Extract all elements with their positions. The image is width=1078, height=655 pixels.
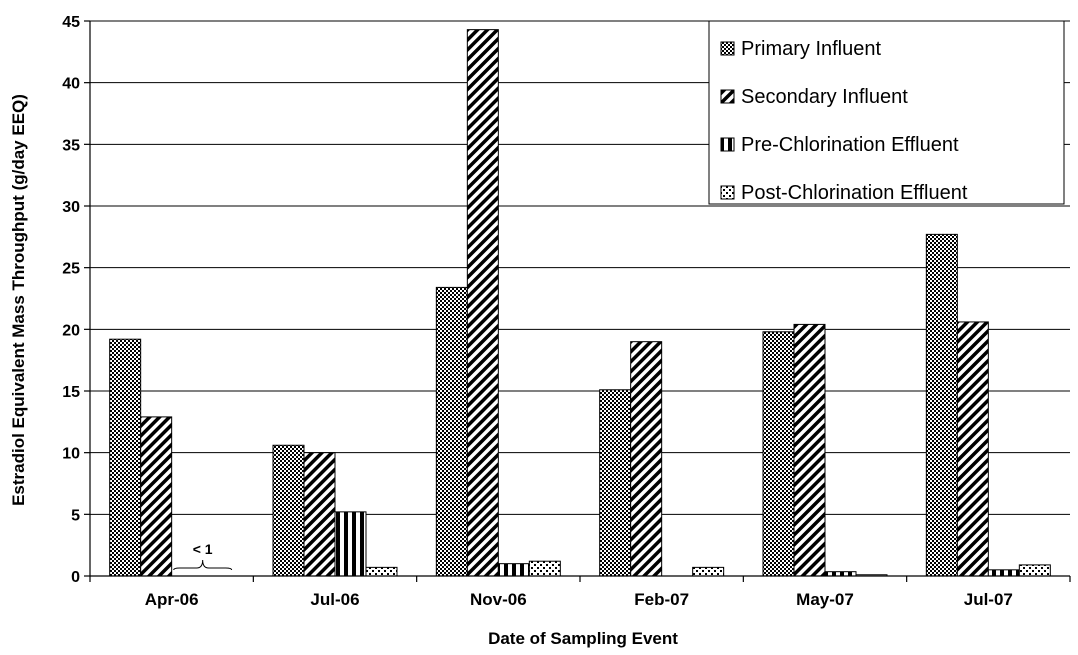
y-axis-ticks: 0 5 10 15 20 25 30 35 40 45 <box>62 14 90 586</box>
legend: Primary Influent Secondary Influent Pre-Ch… <box>708 20 1065 205</box>
legend-label: Pre-Chlorination Effluent <box>741 134 959 156</box>
annotation-brace <box>173 559 233 571</box>
x-tick-label: Jul-07 <box>964 590 1013 609</box>
y-tick-label: 0 <box>71 569 80 586</box>
bar <box>303 452 336 577</box>
gridlines <box>90 20 1070 515</box>
legend-label: Secondary Influent <box>741 86 908 108</box>
bar <box>1018 564 1051 577</box>
legend-label: Primary Influent <box>741 38 881 60</box>
bar <box>762 331 795 577</box>
y-tick-label: 10 <box>62 446 80 463</box>
x-axis-title: Date of Sampling Event <box>488 629 678 648</box>
bars <box>109 29 1051 577</box>
bar <box>630 341 663 577</box>
bar <box>272 444 305 577</box>
bar <box>824 571 857 577</box>
bar <box>599 389 632 577</box>
legend-swatch <box>720 137 735 152</box>
y-tick-label: 45 <box>62 14 80 31</box>
bar <box>435 286 468 577</box>
x-tick-label: Feb-07 <box>634 590 689 609</box>
bar <box>365 566 398 577</box>
bar <box>987 569 1020 577</box>
y-tick-label: 20 <box>62 322 80 339</box>
x-tick-label: May-07 <box>796 590 854 609</box>
bar <box>528 560 561 577</box>
y-tick-label: 5 <box>71 507 80 524</box>
legend-box <box>708 20 1065 205</box>
bar <box>692 566 725 577</box>
annotation-label: < 1 <box>193 541 213 557</box>
bar <box>956 321 989 577</box>
annotations: < 1 <box>173 541 233 571</box>
x-tick-label: Nov-06 <box>470 590 527 609</box>
x-tick-label: Jul-06 <box>310 590 359 609</box>
legend-label: Post-Chlorination Effluent <box>741 182 968 204</box>
bar <box>109 338 142 577</box>
x-axis-ticks: Apr-06 Jul-06 Nov-06 Feb-07 May-07 Jul-07 <box>89 576 1071 609</box>
bar <box>466 29 499 577</box>
y-tick-label: 40 <box>62 76 80 93</box>
bar <box>334 511 367 577</box>
bar <box>925 233 958 577</box>
bar <box>140 416 173 577</box>
legend-swatch <box>720 89 735 104</box>
y-axis-title: Estradiol Equivalent Mass Throughput (g/… <box>9 94 28 506</box>
y-tick-label: 15 <box>62 384 80 401</box>
y-tick-label: 35 <box>62 137 80 154</box>
y-tick-label: 25 <box>62 261 80 278</box>
bar <box>497 563 530 577</box>
y-tick-label: 30 <box>62 199 80 216</box>
legend-swatch <box>720 41 735 56</box>
bar <box>793 323 826 577</box>
x-tick-label: Apr-06 <box>145 590 199 609</box>
legend-swatch <box>720 185 735 200</box>
